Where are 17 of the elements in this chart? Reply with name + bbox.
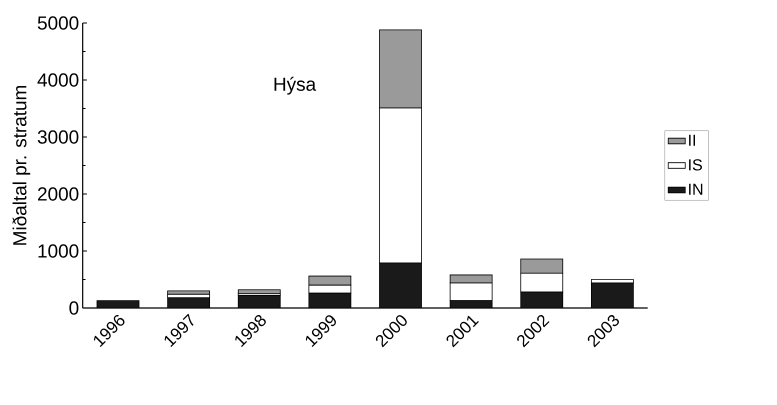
legend-label: IS [689, 159, 702, 170]
y-axis-title: Miðaltal pr. stratum [12, 86, 30, 245]
bar [590, 282, 634, 308]
y-tick-label: 2000 [38, 187, 78, 201]
y-tick-label: 5000 [38, 16, 78, 30]
y-tick-label: 4000 [37, 73, 78, 87]
annotation: Hýsa [274, 76, 316, 95]
y-tick-label: 1000 [38, 244, 78, 258]
y-tick-label: 3000 [38, 130, 78, 144]
bar [308, 292, 352, 308]
y-tick-label: 0 [69, 301, 78, 315]
bar [238, 295, 280, 308]
bar [379, 262, 422, 308]
legend-label: IN [689, 184, 702, 195]
legend-label: II [689, 134, 696, 146]
bar [168, 298, 210, 308]
bar [520, 292, 564, 308]
